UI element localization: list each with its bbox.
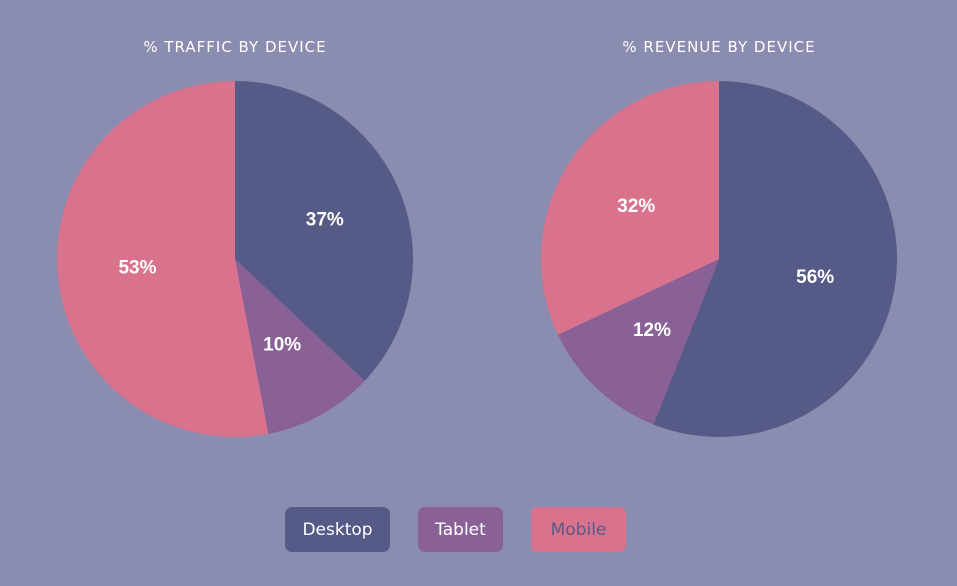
- legend-desktop-label: Desktop: [302, 519, 373, 540]
- revenue-label-desktop: 56%: [796, 267, 834, 288]
- legend-tablet-button[interactable]: Tablet: [418, 507, 503, 552]
- legend-desktop-button[interactable]: Desktop: [285, 507, 390, 552]
- revenue-label-mobile: 32%: [617, 196, 655, 217]
- revenue-slice-desktop: [653, 81, 897, 437]
- legend-mobile-label: Mobile: [550, 519, 607, 540]
- traffic-slice-tablet: [235, 259, 365, 434]
- legend: Desktop Tablet Mobile: [0, 507, 957, 553]
- revenue-label-tablet: 12%: [633, 320, 671, 341]
- traffic-label-tablet: 10%: [263, 334, 301, 355]
- charts-canvas: % TRAFFIC BY DEVICE 37% 10% 53% % REVENUE …: [57, 38, 897, 437]
- traffic-label-desktop: 37%: [306, 210, 344, 231]
- legend-mobile-button[interactable]: Mobile: [531, 507, 626, 552]
- legend-tablet-label: Tablet: [435, 519, 486, 540]
- traffic-pie-chart: % TRAFFIC BY DEVICE 37% 10% 53%: [57, 38, 414, 437]
- revenue-chart-title: % REVENUE BY DEVICE: [622, 38, 815, 56]
- revenue-slice-tablet: [557, 259, 719, 425]
- traffic-label-mobile: 53%: [118, 258, 156, 279]
- revenue-slice-mobile: [540, 81, 719, 335]
- traffic-chart-title: % TRAFFIC BY DEVICE: [143, 38, 326, 56]
- revenue-pie-chart: % REVENUE BY DEVICE 56% 12% 32%: [540, 38, 897, 437]
- traffic-slice-mobile: [57, 81, 269, 437]
- traffic-slice-desktop: [235, 81, 414, 381]
